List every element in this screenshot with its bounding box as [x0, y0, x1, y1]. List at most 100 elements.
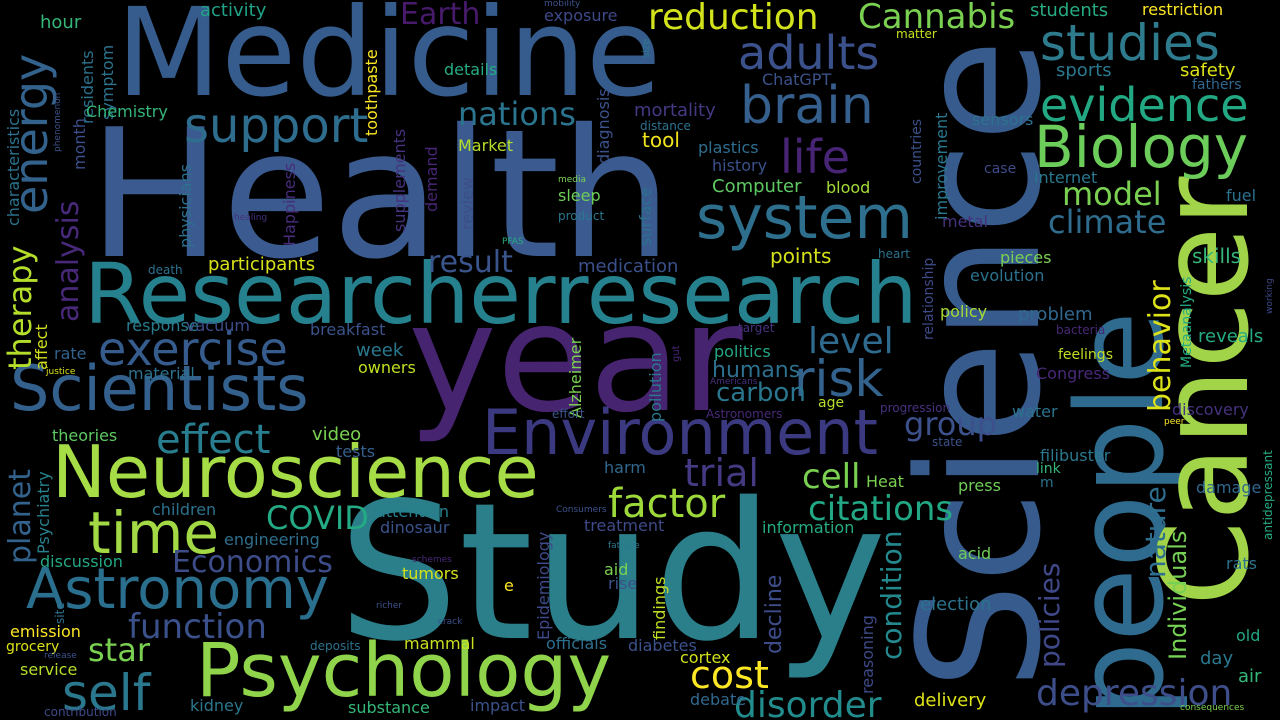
word-year: year — [408, 272, 743, 446]
word-surface: surface — [636, 186, 655, 246]
word-acid: acid — [958, 544, 992, 563]
word-breakfast: breakfast — [310, 320, 386, 339]
word-chatgpt: ChatGPT — [762, 70, 832, 89]
word-fuel: fuel — [1226, 186, 1257, 205]
word-pollution: pollution — [646, 352, 665, 422]
word-diabetes: diabetes — [628, 636, 697, 655]
word-bacteria: bacteria — [1056, 323, 1106, 337]
word-problem: problem — [1018, 304, 1093, 325]
word-neuroscience: Neuroscience — [52, 430, 539, 514]
word-review: review — [458, 177, 477, 230]
word-richer: richer — [376, 601, 403, 611]
word-trial: trial — [684, 451, 759, 495]
word-tests: tests — [336, 442, 376, 461]
word-behavior: behavior — [1143, 280, 1178, 412]
word-condition: condition — [875, 530, 908, 660]
word-depression: depression — [1036, 673, 1233, 714]
word-distance: distance — [640, 119, 691, 133]
word-children: children — [152, 500, 217, 519]
word-impact: impact — [470, 696, 526, 715]
word-cannabis: Cannabis — [858, 0, 1016, 37]
word-self: self — [62, 664, 151, 720]
word-details: details — [444, 60, 498, 79]
word-brain: brain — [740, 76, 874, 136]
word-chemistry: Chemistry — [86, 102, 168, 121]
word-peer: peer — [1164, 417, 1185, 427]
word-countries: countries — [909, 118, 925, 184]
word-earth: Earth — [400, 0, 481, 32]
word-phenomenon: phenomenon — [53, 92, 63, 152]
word-exercise: exercise — [98, 322, 288, 376]
word-model: model — [1062, 175, 1162, 213]
word-owners: owners — [358, 358, 416, 377]
word-adults: adults — [738, 26, 880, 80]
word-reduction: reduction — [648, 0, 819, 38]
word-metaanalysis: Metaanalysis — [1179, 276, 1195, 368]
word-reveals: reveals — [1198, 326, 1264, 347]
word-epidemiology: Epidemiology — [534, 531, 553, 640]
word-pfas: PFAS — [502, 237, 524, 247]
word-scientists: Scientists — [10, 352, 309, 425]
word-debate: debate — [690, 690, 747, 709]
word-filibuster: filibuster — [1040, 446, 1111, 465]
word-life: life — [780, 130, 851, 184]
word-state: state — [932, 435, 963, 449]
word-death: death — [148, 263, 183, 277]
word-support: support — [184, 98, 369, 154]
word-case: case — [984, 161, 1017, 177]
word-decline: decline — [762, 574, 787, 654]
word-media: media — [558, 175, 587, 185]
word-contribution: contribution — [44, 705, 117, 719]
word-release: release — [44, 651, 77, 661]
word-politics: politics — [714, 342, 771, 361]
word-e: e — [504, 576, 514, 595]
word-americans: Americans — [710, 377, 758, 387]
word-effect: effect — [156, 417, 271, 463]
word-week: week — [356, 340, 404, 361]
word-video: video — [312, 424, 362, 445]
word-press: press — [958, 476, 1001, 495]
word-damage: damage — [1196, 478, 1262, 497]
word-harm: harm — [604, 458, 646, 477]
word-reasoning: reasoning — [858, 615, 877, 694]
word-air: air — [1238, 666, 1262, 687]
word-officials: officials — [546, 634, 608, 653]
word-result: result — [428, 245, 513, 280]
word-aid: aid — [604, 560, 629, 579]
word-characteristics: characteristics — [4, 108, 23, 226]
word-fathers: fathers — [1192, 77, 1242, 93]
word-researcherresearch: Researcherresearch — [84, 245, 918, 343]
word-metal: metal — [942, 212, 988, 231]
word-plastics: plastics — [698, 138, 759, 157]
word-feelings: feelings — [1058, 347, 1113, 363]
word-engineering: engineering — [224, 530, 320, 549]
word-cortex: cortex — [680, 648, 731, 667]
word-matter: matter — [896, 27, 937, 41]
word-activity: activity — [200, 0, 267, 21]
word-students: students — [1030, 0, 1109, 21]
word-treatment: treatment — [584, 516, 665, 535]
word-happiness: Happiness — [280, 162, 299, 246]
word-citations: citations — [808, 489, 954, 529]
word-skills: skills — [1192, 244, 1242, 268]
word-disorder: disorder — [734, 685, 882, 720]
word-evidence: evidence — [1040, 78, 1249, 132]
word-cell: cell — [802, 457, 861, 497]
word-astronomy: Astronomy — [26, 557, 329, 622]
word-theories: theories — [52, 426, 118, 445]
word-target: target — [738, 321, 775, 335]
word-climate: climate — [1048, 203, 1167, 241]
word-group: group — [904, 405, 997, 443]
word-grocery: grocery — [6, 639, 60, 655]
word-election: election — [920, 594, 992, 615]
word-medication: medication — [578, 256, 679, 277]
word-blood: blood — [826, 178, 871, 197]
word-psychology: Psychology — [196, 628, 612, 714]
word-environment: Environment — [482, 396, 878, 469]
word-sleep: sleep — [558, 186, 601, 205]
word-sensors: sensors — [972, 110, 1034, 129]
word-mortality: mortality — [634, 100, 716, 121]
word-rats: rats — [1226, 554, 1257, 573]
word-emission: emission — [10, 622, 81, 641]
word-service: service — [20, 660, 78, 679]
